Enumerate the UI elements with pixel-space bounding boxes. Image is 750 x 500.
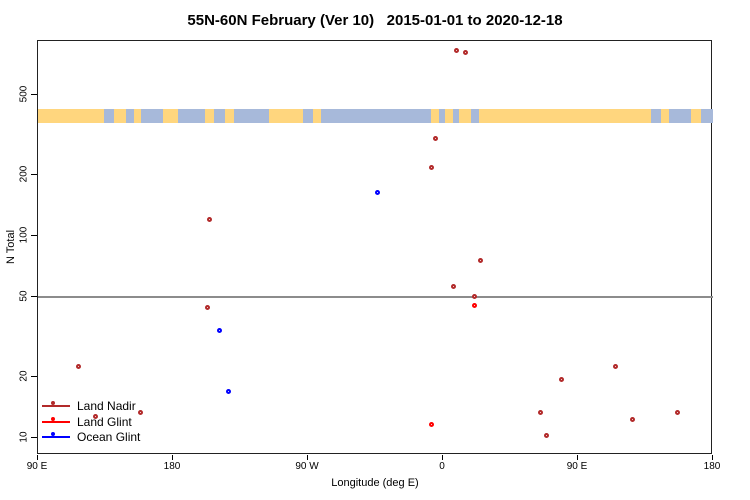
map-strip-land-segment (661, 109, 669, 123)
y-tick-label: 20 (18, 370, 30, 382)
map-strip-ocean-segment (214, 109, 225, 123)
x-tick-mark (711, 455, 713, 460)
map-strip-land-segment (313, 109, 321, 123)
legend-label: Land Nadir (77, 399, 136, 413)
x-tick-label: 90 E (566, 461, 588, 472)
x-tick-label: 0 (439, 461, 445, 472)
data-point-land-nadir (137, 410, 143, 416)
y-axis-title: N Total (5, 229, 17, 265)
legend-circle (51, 432, 55, 436)
data-point-land-glint (428, 422, 434, 428)
x-tick-mark (171, 455, 173, 460)
y-tick-label: 200 (18, 166, 30, 183)
data-point-ocean-glint (217, 328, 223, 334)
y-tick-mark (31, 375, 37, 378)
legend-marker-icon (42, 401, 70, 411)
map-strip-ocean-segment (234, 109, 269, 123)
data-point-ocean-glint (226, 389, 232, 395)
reference-line-50 (38, 296, 713, 298)
map-strip-ocean-segment (651, 109, 661, 123)
y-tick-label: 10 (18, 431, 30, 443)
map-strip-land-segment (163, 109, 178, 123)
map-strip-ocean-segment (701, 109, 713, 123)
data-point-land-nadir (206, 216, 212, 222)
legend-marker-icon (42, 416, 70, 427)
legend-line (42, 436, 70, 439)
data-point-land-nadir (433, 136, 439, 142)
data-point-land-nadir (629, 417, 635, 423)
data-point-land-nadir (205, 305, 211, 311)
data-point-land-nadir (454, 47, 460, 53)
legend-item-ocean-glint: Ocean Glint (42, 429, 140, 445)
y-tick-label: 500 (18, 85, 30, 103)
map-strip-land-segment (479, 109, 651, 123)
map-strip-land-segment (134, 109, 141, 123)
x-tick-label: 90 W (295, 461, 319, 472)
data-point-land-nadir (544, 433, 550, 439)
map-strip-land-segment (445, 109, 453, 123)
data-point-land-nadir (451, 283, 457, 289)
data-point-land-nadir (92, 413, 98, 419)
x-tick-label: 90 E (26, 461, 48, 472)
map-strip-land-segment (691, 109, 701, 123)
map-strip-ocean-segment (669, 109, 691, 123)
plot-area: Land Nadir Land Glint Ocean Glint (37, 40, 713, 454)
map-strip-ocean-segment (321, 109, 431, 123)
chart-title: 55N-60N February (Ver 10) 2015-01-01 to … (187, 12, 563, 29)
map-strip-land-segment (38, 109, 104, 123)
data-point-land-nadir (613, 363, 619, 369)
x-tick-mark (36, 455, 38, 460)
data-point-land-nadir (559, 376, 565, 382)
legend-item-land-nadir: Land Nadir (42, 398, 136, 414)
map-strip-ocean-segment (471, 109, 479, 123)
x-tick-label: 180 (703, 461, 721, 472)
legend-line (42, 405, 70, 408)
data-point-land-nadir (428, 164, 434, 170)
map-strip-land-segment (114, 109, 126, 123)
legend-line (42, 420, 70, 423)
x-tick-mark (576, 455, 578, 460)
y-tick-mark (31, 173, 37, 176)
map-strip-ocean-segment (126, 109, 134, 123)
data-point-land-nadir (538, 410, 544, 416)
x-axis-title: Longitude (deg E) (331, 477, 419, 489)
map-strip-ocean-segment (453, 109, 459, 123)
x-tick-mark (441, 455, 443, 460)
map-strip-ocean-segment (141, 109, 163, 123)
legend-marker-icon (42, 432, 70, 442)
x-tick-label: 180 (163, 461, 181, 472)
data-point-ocean-glint (374, 189, 380, 195)
map-strip-land-segment (459, 109, 471, 123)
data-point-land-nadir (674, 410, 680, 416)
map-strip-ocean-segment (439, 109, 445, 123)
map-strip-land-segment (225, 109, 234, 123)
y-tick-mark (31, 234, 37, 236)
legend-label: Ocean Glint (77, 430, 141, 444)
data-point-land-nadir (76, 363, 82, 369)
map-strip-land-segment (205, 109, 214, 123)
map-strip-ocean-segment (104, 109, 114, 123)
x-tick-mark (306, 455, 308, 460)
y-tick-mark (31, 93, 37, 95)
y-tick-mark (31, 436, 37, 438)
map-strip-land-segment (431, 109, 439, 123)
map-strip-land-segment (269, 109, 303, 123)
data-point-land-nadir (478, 257, 484, 263)
y-tick-mark (31, 295, 37, 297)
y-tick-label: 50 (18, 290, 30, 302)
legend-circle (51, 401, 55, 405)
legend-label: Land Glint (77, 414, 132, 429)
legend-item-land-glint: Land Glint (42, 414, 132, 430)
y-tick-label: 100 (18, 226, 30, 244)
map-strip-ocean-segment (303, 109, 313, 123)
data-point-land-nadir (463, 49, 469, 55)
data-point-land-nadir (472, 293, 478, 299)
latitude-map-strip (38, 109, 713, 123)
legend-circle (51, 416, 55, 421)
map-strip-ocean-segment (178, 109, 205, 123)
data-point-land-glint (472, 303, 478, 309)
